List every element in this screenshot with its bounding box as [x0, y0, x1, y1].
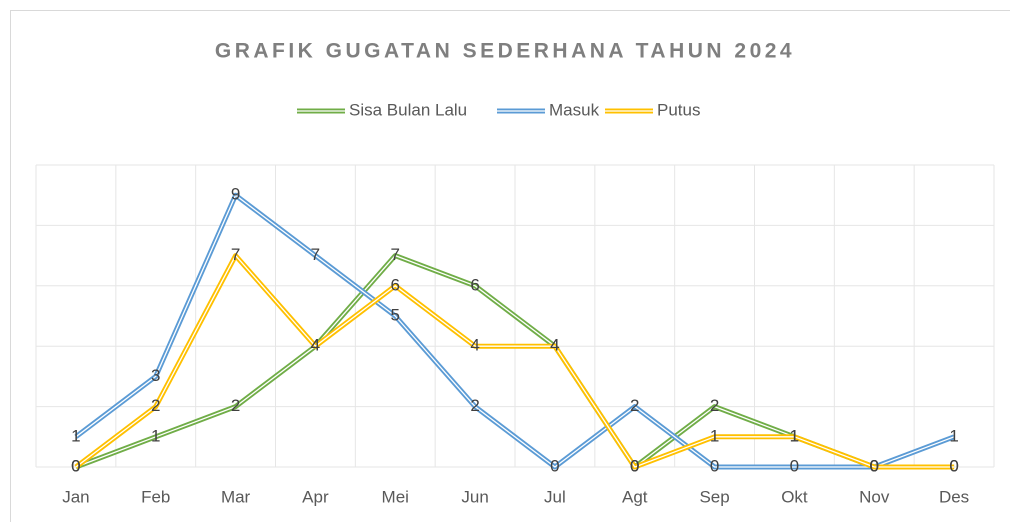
x-tick-label: Sep [699, 487, 729, 506]
x-tick-label: Jun [461, 487, 488, 506]
data-label: 0 [870, 456, 879, 475]
data-label: 4 [470, 336, 479, 355]
data-label: 1 [790, 426, 799, 445]
x-tick-label: Agt [622, 487, 648, 506]
x-tick-label: Apr [302, 487, 329, 506]
data-label: 0 [630, 456, 639, 475]
x-tick-label: Okt [781, 487, 808, 506]
legend-label: Sisa Bulan Lalu [349, 100, 467, 119]
data-label: 0 [790, 456, 799, 475]
data-label: 6 [470, 275, 479, 294]
data-label: 0 [870, 456, 879, 475]
data-label: 1 [71, 426, 80, 445]
data-label: 0 [949, 456, 958, 475]
data-label: 2 [470, 396, 479, 415]
data-label: 7 [391, 245, 400, 264]
data-label: 2 [151, 396, 160, 415]
data-label: 2 [231, 396, 240, 415]
data-label: 4 [550, 336, 559, 355]
chart-title: GRAFIK GUGATAN SEDERHANA TAHUN 2024 [215, 40, 795, 63]
data-label: 9 [231, 185, 240, 204]
data-label: 1 [949, 426, 958, 445]
legend-label: Masuk [549, 100, 600, 119]
x-tick-label: Mar [221, 487, 251, 506]
legend-label: Putus [657, 100, 700, 119]
data-label: 3 [151, 366, 160, 385]
data-label: 0 [710, 456, 719, 475]
data-label: 4 [311, 336, 320, 355]
data-label: 0 [949, 456, 958, 475]
data-label: 1 [790, 426, 799, 445]
data-label: 0 [71, 456, 80, 475]
data-label: 5 [391, 305, 400, 324]
data-label: 7 [311, 245, 320, 264]
data-label: 2 [710, 396, 719, 415]
data-label: 4 [311, 336, 320, 355]
data-label: 2 [630, 396, 639, 415]
data-label: 0 [630, 456, 639, 475]
data-label: 6 [391, 275, 400, 294]
data-label: 0 [71, 456, 80, 475]
series-line-inner [75, 254, 955, 468]
x-tick-label: Des [939, 487, 969, 506]
series-line-inner [75, 194, 955, 468]
data-label: 0 [870, 456, 879, 475]
data-label: 0 [550, 456, 559, 475]
x-tick-label: Jul [544, 487, 566, 506]
x-tick-label: Jan [62, 487, 89, 506]
x-tick-label: Feb [141, 487, 170, 506]
x-tick-label: Nov [859, 487, 890, 506]
data-label: 4 [550, 336, 559, 355]
data-label: 1 [710, 426, 719, 445]
x-tick-label: Mei [382, 487, 409, 506]
data-label: 7 [231, 245, 240, 264]
data-label: 1 [151, 426, 160, 445]
chart-frame [10, 10, 1010, 522]
